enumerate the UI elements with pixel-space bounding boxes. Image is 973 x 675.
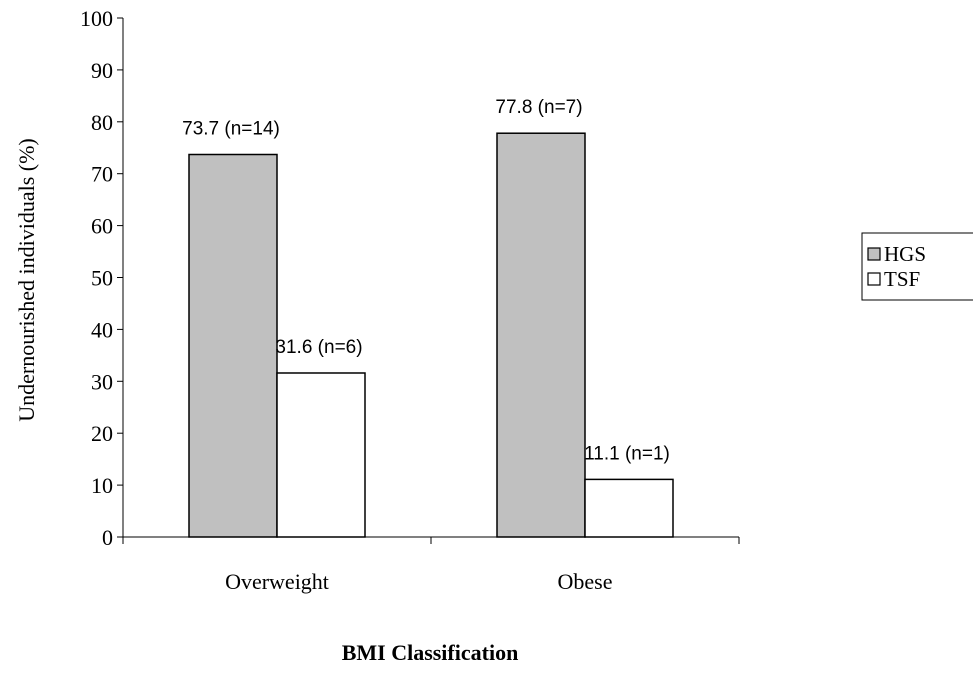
x-axis-label: BMI Classification	[342, 640, 519, 665]
y-tick-label: 70	[91, 162, 113, 187]
bar-hgs	[496, 132, 586, 538]
legend-label-tsf: TSF	[884, 267, 920, 291]
y-tick-label: 100	[80, 6, 113, 31]
bar-value-label: 73.7 (n=14)	[182, 118, 280, 139]
bar-value-label: 11.1 (n=1)	[584, 443, 670, 464]
y-tick-label: 10	[91, 473, 113, 498]
y-axis: 0 10 20 30 40 50 60 70 80 90 100	[80, 6, 124, 550]
legend-box	[861, 232, 973, 301]
bar-value-label: 31.6 (n=6)	[275, 337, 362, 358]
y-tick-label: 20	[91, 421, 113, 446]
legend-swatch-hgs	[867, 247, 881, 261]
x-tick-label: Obese	[558, 569, 613, 594]
bar-tsf	[276, 372, 366, 538]
y-tick-label: 80	[91, 110, 113, 135]
data-labels: 73.7 (n=14) 31.6 (n=6) 77.8 (n=7) 11.1 (n=1…	[182, 97, 670, 464]
y-tick-label: 50	[91, 266, 113, 291]
y-tick-label: 40	[91, 317, 113, 342]
x-tick-label: Overweight	[225, 569, 329, 594]
x-axis: Overweight Obese	[122, 536, 740, 594]
y-tick-label: 60	[91, 214, 113, 239]
bar-hgs	[188, 153, 278, 538]
y-tick-label: 0	[102, 525, 113, 550]
y-tick-label: 30	[91, 369, 113, 394]
bar-value-label: 77.8 (n=7)	[495, 97, 582, 118]
legend-swatch-tsf	[867, 272, 881, 286]
y-axis-label: Undernourished individuals (%)	[14, 138, 39, 422]
y-tick-label: 90	[91, 58, 113, 83]
bar-tsf	[584, 478, 674, 538]
bars	[188, 132, 674, 538]
legend-label-hgs: HGS	[884, 242, 926, 266]
